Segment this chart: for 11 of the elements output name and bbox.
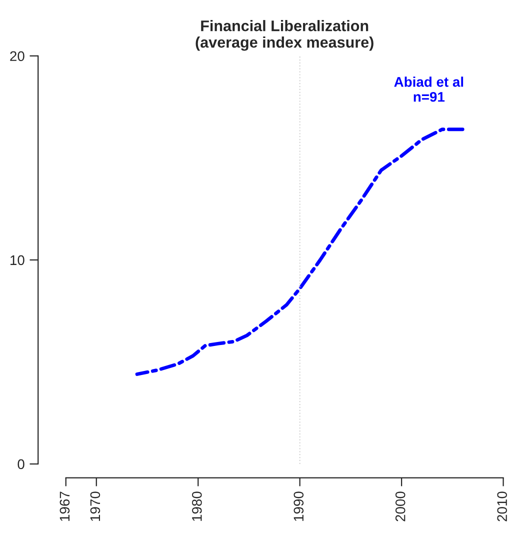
annotation: Abiad et al n=91 <box>394 76 464 102</box>
x-tick-label: 2000 <box>395 492 406 522</box>
x-tick-label: 1970 <box>90 492 100 521</box>
x-tick-label: 1967 <box>60 492 70 521</box>
y-tick-label: 0 <box>18 459 24 470</box>
y-tick-label: 20 <box>10 51 24 62</box>
chart-title: Financial Liberalization (average index measure) <box>196 20 374 51</box>
x-tick-label: 1980 <box>192 492 202 521</box>
y-tick-label: 10 <box>10 255 24 266</box>
x-tick-label: 1990 <box>294 492 304 521</box>
x-tick-label: 2010 <box>497 492 508 522</box>
